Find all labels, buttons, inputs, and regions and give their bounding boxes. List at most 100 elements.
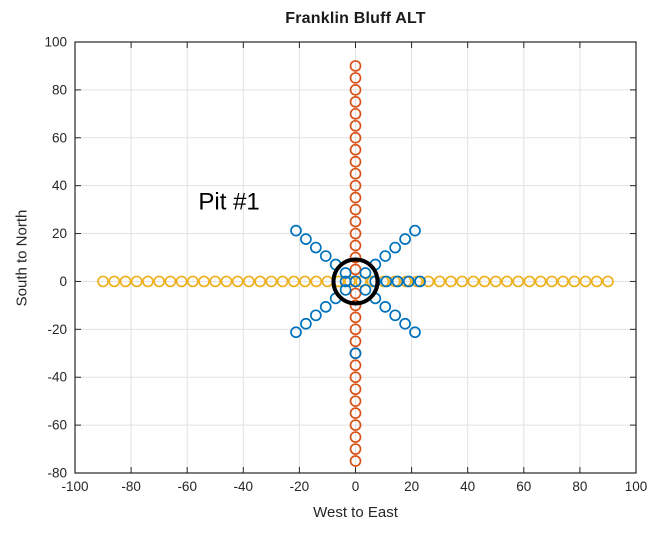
- y-tick-label: 20: [52, 226, 67, 241]
- east-west-transect-point: [220, 275, 233, 288]
- diagonal-transects-point: [399, 317, 411, 330]
- east-west-transect-point: [478, 275, 491, 288]
- diagonal-transects-point: [359, 267, 372, 279]
- east-west-transect-point: [186, 275, 199, 288]
- east-west-transect-point: [579, 275, 592, 288]
- pit-annotation: Pit #1: [198, 189, 259, 216]
- north-south-transect-point: [349, 263, 362, 276]
- x-tick-label: -80: [121, 479, 141, 494]
- north-south-transect-point: [349, 323, 362, 336]
- north-south-transect-point: [349, 251, 362, 264]
- east-west-transect-point: [545, 275, 558, 288]
- diagonal-transects-point: [309, 309, 322, 322]
- diagonal-transects-point: [319, 300, 332, 313]
- diagonal-transects-point: [399, 233, 411, 245]
- y-tick-label: -80: [47, 466, 67, 481]
- x-tick-label: 20: [404, 479, 419, 494]
- north-south-transect-point: [349, 84, 362, 96]
- x-tick-label: 80: [572, 479, 587, 494]
- diagonal-transects-point: [389, 309, 402, 322]
- east-west-transect-point: [175, 275, 188, 288]
- north-south-transect-point: [349, 215, 362, 228]
- y-tick-label: 0: [59, 274, 67, 289]
- north-south-transect-point: [349, 443, 362, 455]
- east-west-transect-point: [130, 275, 143, 288]
- north-south-transect-point: [349, 395, 362, 408]
- x-tick-label: -40: [234, 479, 254, 494]
- diagonal-transects-point: [309, 241, 322, 254]
- east-west-transect-point: [231, 275, 244, 288]
- north-south-transect-point: [349, 371, 362, 384]
- east-west-transect-point: [254, 275, 266, 288]
- x-tick-label: 60: [516, 479, 531, 494]
- x-tick-label: -60: [177, 479, 197, 494]
- y-axis-label: South to North: [13, 209, 31, 307]
- y-tick-label: -40: [47, 370, 67, 385]
- east-west-transect-point: [153, 275, 165, 288]
- x-axis-label: West to East: [313, 504, 398, 521]
- y-tick-label: -20: [47, 322, 67, 337]
- north-south-transect-point: [349, 155, 362, 168]
- north-south-transect-point: [349, 239, 362, 252]
- diagonal-transects-point: [389, 241, 402, 254]
- east-west-transect-point: [557, 275, 569, 288]
- north-south-transect-point: [349, 107, 362, 120]
- x-tick-label: 100: [625, 479, 648, 494]
- diagonal-transects-point: [379, 300, 392, 313]
- north-south-transect-point: [349, 96, 362, 108]
- y-tick-label: 80: [52, 82, 67, 97]
- north-south-transect-point: [349, 119, 362, 132]
- east-west-transect-point: [97, 275, 109, 288]
- north-south-transect-point: [349, 455, 362, 467]
- east-west-transect-point: [276, 275, 289, 288]
- diagonal-transects-point: [339, 275, 352, 288]
- chart-title: Franklin Bluff ALT: [285, 10, 426, 27]
- east-west-transect-point: [590, 275, 603, 288]
- north-south-transect-point: [349, 167, 362, 180]
- north-south-transect-point: [349, 299, 362, 312]
- east-west-transect-point: [422, 275, 435, 288]
- east-west-transect-point: [209, 275, 222, 288]
- diagonal-transects-point: [414, 275, 426, 288]
- east-west-transect-point: [142, 275, 154, 288]
- diagonal-transects-point: [300, 233, 312, 245]
- diagonal-transects-point: [319, 250, 332, 262]
- east-west-transect-point: [512, 275, 525, 288]
- east-west-transect-point: [299, 275, 311, 288]
- north-south-transect-point: [349, 203, 362, 216]
- y-tick-label: 40: [52, 178, 67, 193]
- north-south-transect-point: [349, 227, 362, 240]
- x-tick-label: -20: [290, 479, 310, 494]
- east-west-transect-point: [433, 275, 446, 288]
- diagonal-transects-point: [290, 326, 302, 339]
- diagonal-transects-point: [290, 224, 302, 237]
- east-west-transect-point: [243, 275, 255, 288]
- north-south-transect-point: [349, 311, 362, 324]
- east-west-transect-point: [445, 275, 457, 288]
- pit-circle-marker: [331, 257, 380, 306]
- north-south-transect-point: [349, 407, 362, 419]
- east-west-transect-point: [456, 275, 468, 288]
- north-south-transect-point: [349, 419, 362, 431]
- east-west-transect-point: [489, 275, 502, 288]
- east-west-transect-point: [119, 275, 132, 288]
- y-tick-label: 100: [44, 35, 67, 50]
- north-south-transect-point: [349, 143, 362, 156]
- diagonal-transects-point: [409, 224, 421, 237]
- north-south-transect-point: [349, 383, 362, 396]
- x-tick-label: 40: [460, 479, 475, 494]
- east-west-transect-point: [534, 275, 547, 288]
- x-tick-label: -100: [61, 479, 88, 494]
- east-west-transect-point: [108, 275, 121, 288]
- north-south-transect-point: [349, 287, 362, 300]
- diagonal-transects-point: [339, 284, 352, 296]
- x-tick-label: 0: [352, 479, 360, 494]
- y-tick-label: 60: [52, 130, 67, 145]
- north-south-transect-point: [349, 131, 362, 144]
- north-south-transect-point: [349, 335, 362, 348]
- east-west-transect-point: [523, 275, 536, 288]
- diagonal-transects-point: [402, 275, 415, 288]
- diagonal-transects-point: [359, 284, 372, 296]
